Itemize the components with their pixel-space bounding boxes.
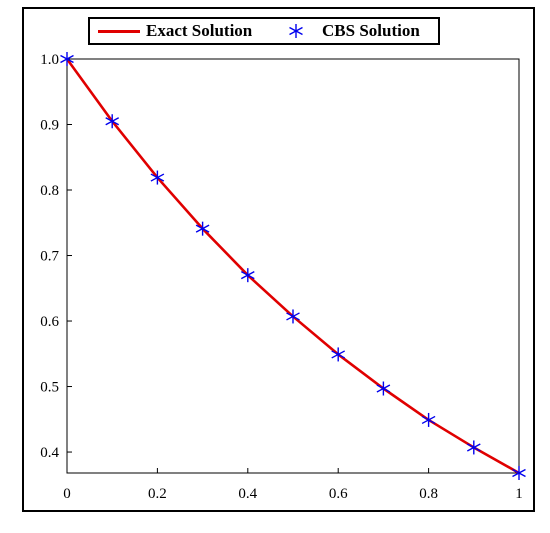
x-tick-label: 0.6 — [329, 486, 348, 502]
cbs-point — [105, 114, 120, 129]
chart-legend: Exact Solution CBS Solution — [88, 17, 440, 45]
cbs-point — [60, 52, 74, 66]
y-tick-label: 0.8 — [40, 183, 59, 199]
y-tick-label: 0.4 — [40, 445, 59, 461]
y-tick-label: 1.0 — [40, 52, 59, 68]
cbs-point — [376, 381, 391, 396]
y-tick-label: 0.5 — [40, 380, 59, 396]
legend-cbs-label: CBS Solution — [322, 21, 420, 40]
series-line-exact — [65, 58, 520, 475]
x-tick-label: 1 — [515, 486, 523, 502]
y-tick-label: 0.7 — [40, 249, 59, 265]
cbs-point — [421, 412, 436, 427]
cbs-point — [286, 309, 300, 324]
x-tick-label: 0.4 — [238, 486, 257, 502]
plot-area-box — [66, 58, 520, 474]
x-tick-label: 0 — [63, 486, 71, 502]
cbs-point — [331, 347, 346, 362]
legend-exact-label: Exact Solution — [146, 21, 253, 40]
cbs-point — [512, 466, 526, 480]
x-tick-label: 0.8 — [419, 486, 438, 502]
cbs-point — [150, 170, 165, 185]
chart-frame — [22, 7, 535, 512]
cbs-point — [466, 440, 481, 455]
legend-star-icon — [289, 24, 303, 38]
cbs-point — [195, 221, 210, 236]
cbs-point — [240, 268, 255, 283]
y-tick-label: 0.6 — [40, 314, 59, 330]
y-tick-label: 0.9 — [40, 118, 59, 134]
x-tick-label: 0.2 — [148, 486, 167, 502]
legend-line-swatch — [98, 30, 140, 33]
